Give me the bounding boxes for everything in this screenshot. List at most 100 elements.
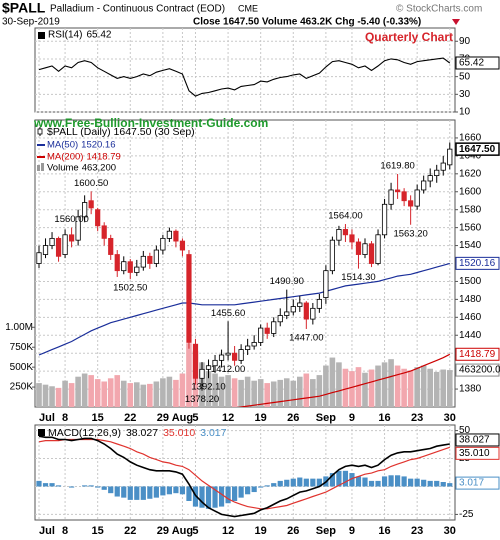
histogram-bar bbox=[251, 486, 257, 493]
value-tag bbox=[455, 433, 500, 447]
period: Quarterly Chart bbox=[365, 30, 453, 44]
legend-label: RSI(14) bbox=[48, 30, 82, 41]
histogram-bar bbox=[421, 479, 427, 487]
candle-body bbox=[55, 237, 62, 257]
volume-bar bbox=[68, 383, 75, 407]
x-tick-label: Aug bbox=[172, 525, 193, 537]
volume-bar bbox=[329, 357, 336, 407]
x-tick-label: 12 bbox=[222, 412, 234, 424]
volume-bar bbox=[147, 383, 153, 407]
y-tick-label: -25 bbox=[459, 509, 474, 520]
legend-value: 65.42 bbox=[86, 30, 111, 41]
histogram-bar bbox=[114, 486, 120, 497]
histogram-bar bbox=[127, 486, 133, 500]
histogram-bar bbox=[271, 483, 277, 487]
y-tick-label: 1440 bbox=[459, 330, 482, 341]
value-tag-label: 38.027 bbox=[459, 435, 490, 446]
value-tag-label: 3.017 bbox=[459, 478, 484, 489]
price-annotation: 1619.80 bbox=[380, 161, 414, 172]
volume-bar bbox=[446, 370, 453, 407]
x-tick-label: 5 bbox=[192, 412, 198, 424]
candle-body bbox=[414, 189, 420, 207]
instrument-name: Palladium - Continuous Contract (EOD) bbox=[50, 4, 225, 15]
x-tick-label: 15 bbox=[92, 525, 104, 537]
candle-body bbox=[114, 254, 120, 272]
price-annotation: 1392.10 bbox=[191, 382, 225, 393]
histogram-bar bbox=[362, 477, 368, 487]
volume-bar bbox=[388, 359, 394, 407]
website: www.Free-Bullion-Investment-Guide.com bbox=[33, 116, 268, 130]
x-tick-label: Sep bbox=[316, 525, 336, 537]
y-tick-label: 1380 bbox=[459, 384, 482, 395]
price-annotation: 1560.00 bbox=[54, 214, 88, 225]
date: 30-Sep-2019 bbox=[2, 17, 60, 28]
volume-bar bbox=[36, 383, 42, 407]
volume-bar bbox=[323, 365, 329, 407]
volume-bar bbox=[205, 371, 212, 407]
candle-body bbox=[147, 255, 153, 264]
histogram-bar bbox=[42, 483, 49, 487]
histogram-bar bbox=[440, 482, 446, 487]
volume-bar bbox=[401, 368, 407, 407]
legend-swatch bbox=[37, 165, 40, 171]
volume-bar bbox=[290, 380, 297, 407]
x-tick-label: 15 bbox=[92, 412, 104, 424]
volume-bar bbox=[173, 379, 179, 407]
candle-body bbox=[329, 239, 336, 272]
y-tick-label: 1480 bbox=[459, 294, 482, 305]
volume-bar bbox=[349, 371, 355, 407]
candle-body bbox=[401, 191, 407, 202]
legend-title: MACD(12,26,9) bbox=[48, 427, 121, 439]
histogram-bar bbox=[355, 476, 362, 487]
histogram-bar bbox=[447, 483, 453, 487]
candle-body bbox=[284, 311, 290, 316]
x-tick-label: 30 bbox=[444, 412, 456, 424]
y-tick-label: 1640 bbox=[459, 151, 482, 162]
value-tag bbox=[455, 363, 500, 377]
volume-bar bbox=[414, 367, 420, 407]
y-tick-label: 1560 bbox=[459, 222, 482, 233]
series-line bbox=[236, 353, 451, 407]
candle-body bbox=[349, 234, 355, 243]
volume-bar bbox=[231, 378, 238, 407]
candle-body bbox=[42, 245, 49, 255]
candle-body bbox=[303, 302, 309, 320]
histogram-bar bbox=[134, 486, 140, 500]
volume-bar bbox=[375, 365, 381, 407]
panel-frame bbox=[34, 424, 456, 521]
value-tag bbox=[455, 256, 500, 270]
plot-area: 103050709065.42RSI(14)65.421380140014201… bbox=[5, 27, 500, 537]
candle-body bbox=[264, 327, 270, 334]
x-tick-label: 26 bbox=[287, 412, 299, 424]
candle-body bbox=[134, 266, 140, 273]
volume-bar bbox=[120, 380, 127, 407]
x-tick-label: 22 bbox=[124, 412, 136, 424]
y-tick-label: 1660 bbox=[459, 133, 482, 144]
volume-bar bbox=[107, 378, 114, 407]
x-tick-label: 19 bbox=[255, 525, 267, 537]
histogram-bar bbox=[121, 486, 127, 498]
volume-bar bbox=[342, 368, 349, 407]
legend-value: 3.017 bbox=[200, 427, 226, 439]
volume-bar bbox=[310, 379, 316, 407]
volume-bar bbox=[270, 381, 277, 407]
histogram-bar bbox=[342, 470, 349, 487]
x-tick-label: 9 bbox=[349, 525, 355, 537]
histogram-bar bbox=[82, 485, 88, 487]
histogram-bar bbox=[88, 485, 94, 487]
candle-body bbox=[375, 234, 381, 264]
histogram-bar bbox=[166, 486, 172, 495]
volume-bar bbox=[251, 380, 257, 407]
histogram-bar bbox=[218, 486, 225, 507]
volume-bar bbox=[336, 362, 342, 407]
y-tick-label: 1600 bbox=[459, 186, 482, 197]
price-annotation: 1490.90 bbox=[270, 276, 304, 287]
x-tick-label: 29 bbox=[157, 412, 169, 424]
volume-bar bbox=[394, 365, 401, 407]
histogram-bar bbox=[160, 486, 166, 496]
candle-body bbox=[381, 203, 388, 236]
x-tick-label: 29 bbox=[157, 525, 169, 537]
volume-bar bbox=[427, 368, 433, 407]
volume-bar bbox=[153, 381, 160, 407]
legend-swatch bbox=[38, 429, 45, 436]
